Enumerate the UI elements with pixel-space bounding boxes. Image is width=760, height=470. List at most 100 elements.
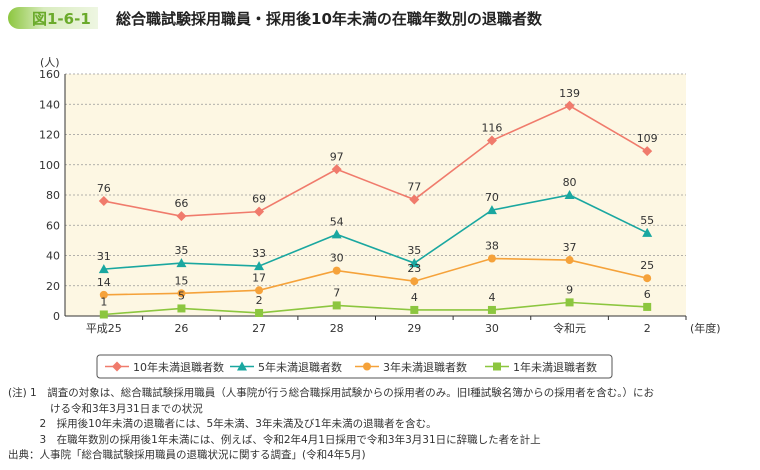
series-line (103, 301, 648, 316)
y-tick-label: 40 (46, 250, 60, 263)
data-label: 25 (640, 259, 654, 272)
data-point (332, 301, 341, 310)
data-point (176, 211, 187, 222)
data-label: 31 (97, 250, 111, 263)
data-label: 14 (97, 276, 111, 289)
data-point (176, 258, 187, 268)
data-point (410, 277, 419, 286)
data-point (331, 164, 342, 175)
figure-badge (8, 7, 98, 29)
note-2: 2 採用後10年未満の退職者には、5年未満、3年未満及び1年未満の退職者を含む。 (8, 418, 437, 430)
data-label: 1 (100, 295, 107, 308)
notes: (注) 1 調査の対象は、総合職試験採用職員（人事院が行う総合職採用試験からの採… (8, 386, 654, 464)
data-label: 116 (481, 122, 502, 135)
data-point (486, 205, 497, 215)
data-label: 4 (411, 291, 418, 304)
data-point (409, 194, 420, 205)
data-point (410, 305, 419, 314)
data-point (643, 274, 652, 283)
data-point (254, 261, 265, 271)
data-point (487, 254, 496, 263)
data-point (564, 100, 575, 111)
data-point (642, 146, 653, 157)
data-label: 7 (333, 286, 340, 299)
y-tick-label: 0 (53, 310, 60, 323)
legend (96, 354, 613, 379)
data-point (409, 258, 420, 268)
y-tick-label: 80 (46, 189, 60, 202)
series-line (103, 104, 648, 217)
data-label: 5 (178, 289, 185, 302)
data-point (487, 305, 496, 314)
y-tick-label: 20 (46, 280, 60, 293)
legend-label: 3年未満退職者数 (383, 360, 467, 374)
data-point (642, 227, 653, 237)
data-point (643, 302, 652, 311)
data-label: 35 (174, 244, 188, 257)
data-point (565, 256, 574, 265)
data-label: 55 (640, 214, 654, 227)
y-axis-label: (人) (40, 56, 60, 69)
x-axis-label: (年度) (690, 321, 721, 335)
data-label: 9 (566, 283, 573, 296)
data-label: 23 (407, 262, 421, 275)
data-point (254, 206, 265, 217)
y-tick-label: 140 (39, 98, 60, 111)
y-tick-label: 160 (39, 68, 60, 81)
data-point (177, 304, 186, 313)
source: 出典：人事院「総合職試験採用職員の退職状況に関する調査」(令和4年5月) (8, 449, 366, 461)
legend-marker (112, 361, 122, 372)
data-label: 66 (174, 197, 188, 210)
data-label: 4 (488, 291, 495, 304)
figure-number: 図1-6-1 (32, 10, 91, 28)
data-point (99, 310, 108, 319)
data-label: 97 (330, 150, 344, 163)
x-tick-label: 30 (485, 322, 499, 335)
x-tick-label: 27 (252, 322, 266, 335)
data-label: 80 (563, 176, 577, 189)
data-label: 17 (252, 271, 266, 284)
y-tick-label: 60 (46, 219, 60, 232)
data-point (255, 286, 264, 295)
data-label: 109 (637, 132, 658, 145)
note-1: (注) 1 調査の対象は、総合職試験採用職員（人事院が行う総合職採用試験からの採… (8, 387, 655, 415)
data-label: 35 (407, 244, 421, 257)
legend-marker (363, 362, 371, 371)
data-point (332, 266, 341, 275)
data-point (177, 289, 186, 298)
chart-title: 総合職試験採用職員・採用後10年未満の在職年数別の退職者数 (116, 10, 542, 28)
y-tick-label: 100 (39, 159, 60, 172)
data-label: 37 (563, 241, 577, 254)
y-tick-label: 120 (39, 129, 60, 142)
series-line (103, 257, 648, 296)
data-point (565, 298, 574, 307)
data-label: 77 (407, 181, 421, 194)
legend-label: 10年未満退職者数 (133, 360, 224, 374)
x-tick-label: 平成25 (86, 322, 122, 335)
data-point (331, 229, 342, 239)
data-point (98, 196, 109, 207)
data-label: 76 (97, 182, 111, 195)
data-label: 139 (559, 87, 580, 100)
x-tick-label: 29 (407, 322, 421, 335)
legend-marker (493, 362, 501, 371)
data-label: 54 (330, 215, 344, 228)
data-label: 15 (174, 274, 188, 287)
data-label: 33 (252, 247, 266, 260)
x-tick-label: 令和元 (553, 321, 586, 335)
note-3: 3 在職年数別の採用後1年未満には、例えば、令和2年4月1日採用で令和3年3月3… (8, 433, 541, 446)
data-point (255, 308, 264, 317)
data-label: 69 (252, 193, 266, 206)
data-label: 70 (485, 191, 499, 204)
x-tick-label: 2 (644, 322, 651, 335)
data-point (98, 264, 109, 274)
data-label: 30 (330, 252, 344, 265)
legend-marker (237, 361, 247, 371)
x-tick-label: 28 (330, 322, 344, 335)
series-line (103, 194, 648, 270)
legend-label: 5年未満退職者数 (258, 360, 342, 374)
data-point (99, 290, 108, 299)
legend-label: 1年未満退職者数 (513, 360, 597, 374)
